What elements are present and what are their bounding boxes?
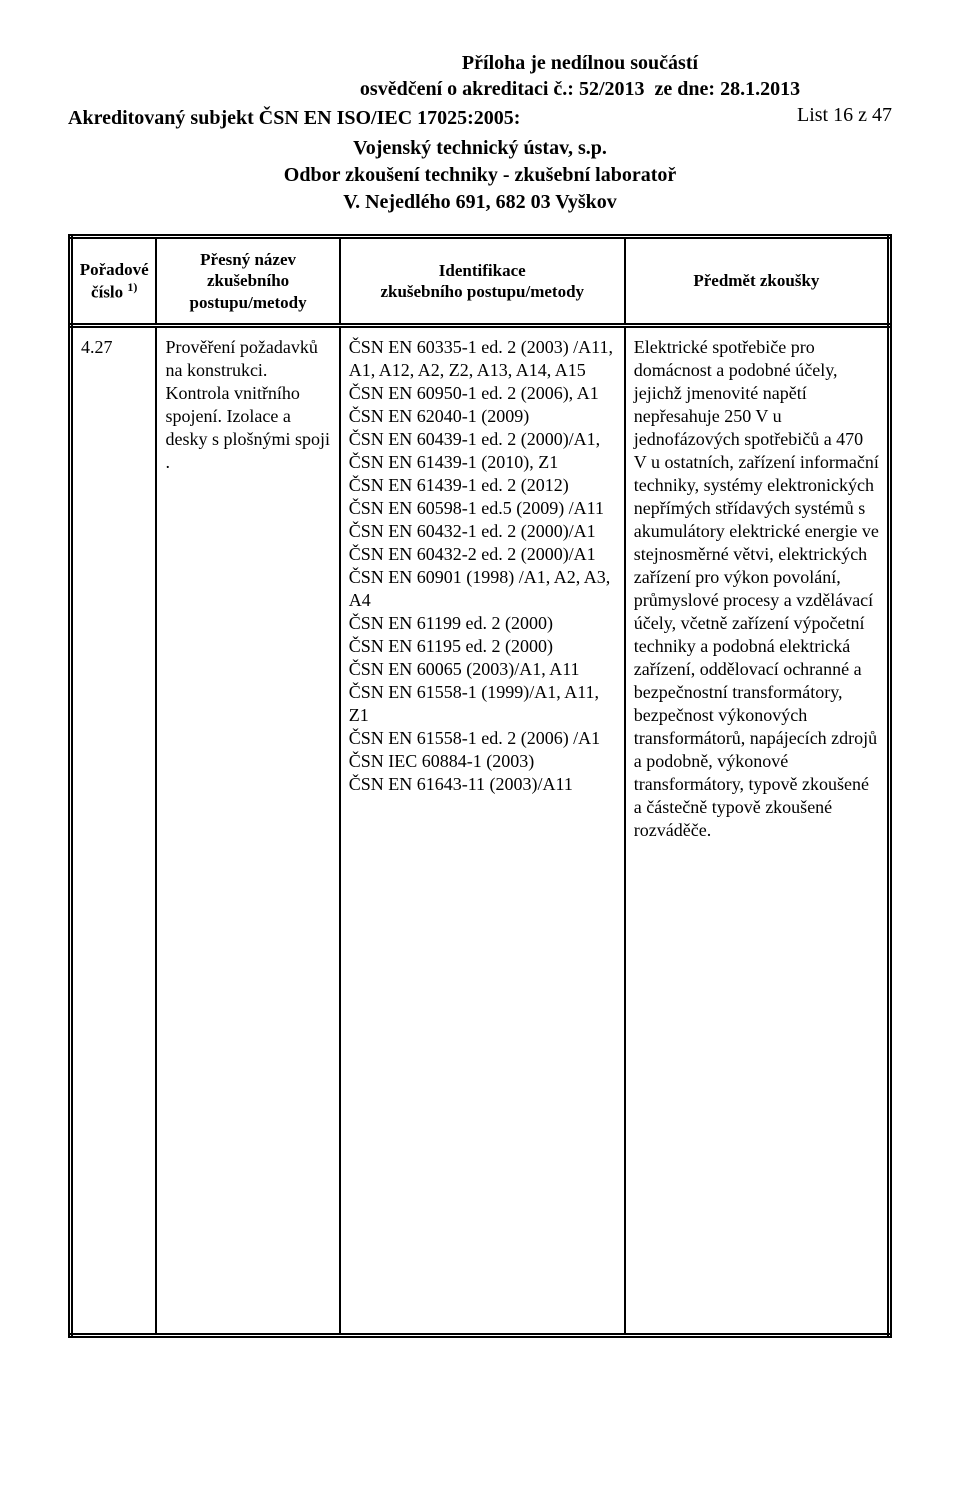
header-line-2: osvědčení o akreditaci č.: 52/2013 ze dn…	[268, 76, 892, 102]
cell-subject: Elektrické spotřebiče pro domácnost a po…	[625, 325, 890, 1335]
col1-line2: číslo	[91, 283, 123, 302]
table-body: 4.27 Prověření požadavků na konstrukci. …	[71, 325, 890, 1335]
cell-identification: ČSN EN 60335-1 ed. 2 (2003) /A11, A1, A1…	[340, 325, 625, 1335]
org-line-2: Odbor zkoušení techniky - zkušební labor…	[68, 162, 892, 189]
cell-name: Prověření požadavků na konstrukci. Kontr…	[156, 325, 339, 1335]
page: Příloha je nedílnou součástí osvědčení o…	[0, 0, 960, 1398]
cell-number: 4.27	[71, 325, 157, 1335]
col2-line2: zkušebního postupu/metody	[190, 271, 307, 311]
header-title-block: Příloha je nedílnou součástí osvědčení o…	[268, 50, 892, 102]
org-line-3: V. Nejedlého 691, 682 03 Vyškov	[68, 189, 892, 216]
table-head: Pořadové číslo 1) Přesný název zkušebníh…	[71, 237, 890, 326]
organization-block: Vojenský technický ústav, s.p. Odbor zko…	[68, 135, 892, 216]
col1-line1: Pořadové	[80, 260, 149, 279]
col-header-number: Pořadové číslo 1)	[71, 237, 157, 326]
col-header-identification: Identifikace zkušebního postupu/metody	[340, 237, 625, 326]
col3-line1: Identifikace	[439, 261, 526, 280]
cell-identification-text: ČSN EN 60335-1 ed. 2 (2003) /A11, A1, A1…	[349, 336, 616, 797]
col-header-subject: Předmět zkoušky	[625, 237, 890, 326]
col2-line1: Přesný název	[200, 250, 296, 269]
col4-line: Předmět zkoušky	[693, 271, 819, 290]
header-line-2-right: ze dne: 28.1.2013	[655, 78, 801, 100]
col-header-name: Přesný název zkušebního postupu/metody	[156, 237, 339, 326]
table-row: 4.27 Prověření požadavků na konstrukci. …	[71, 325, 890, 1335]
org-line-1: Vojenský technický ústav, s.p.	[68, 135, 892, 162]
accredited-subject-line: Akreditovaný subjekt ČSN EN ISO/IEC 1702…	[68, 105, 892, 131]
table-header-row: Pořadové číslo 1) Přesný název zkušebníh…	[71, 237, 890, 326]
header-line-2-left: osvědčení o akreditaci č.: 52/2013	[360, 78, 645, 100]
col1-sup: 1)	[127, 280, 137, 294]
main-table: Pořadové číslo 1) Přesný název zkušebníh…	[68, 234, 892, 1338]
col3-line2: zkušebního postupu/metody	[380, 282, 584, 301]
document-header: Příloha je nedílnou součástí osvědčení o…	[68, 50, 892, 216]
header-line-1: Příloha je nedílnou součástí	[268, 50, 892, 76]
